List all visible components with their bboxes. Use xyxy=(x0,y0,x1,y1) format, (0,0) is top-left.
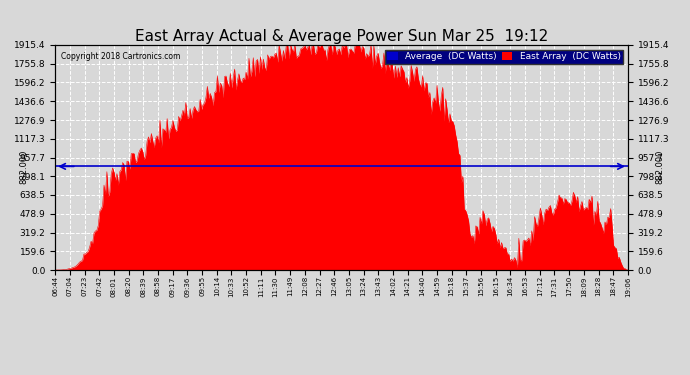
Text: 882.000: 882.000 xyxy=(655,149,664,184)
Text: 882.000: 882.000 xyxy=(19,149,28,184)
Text: Copyright 2018 Cartronics.com: Copyright 2018 Cartronics.com xyxy=(61,52,180,61)
Title: East Array Actual & Average Power Sun Mar 25  19:12: East Array Actual & Average Power Sun Ma… xyxy=(135,29,548,44)
Legend: Average  (DC Watts), East Array  (DC Watts): Average (DC Watts), East Array (DC Watts… xyxy=(385,50,623,64)
